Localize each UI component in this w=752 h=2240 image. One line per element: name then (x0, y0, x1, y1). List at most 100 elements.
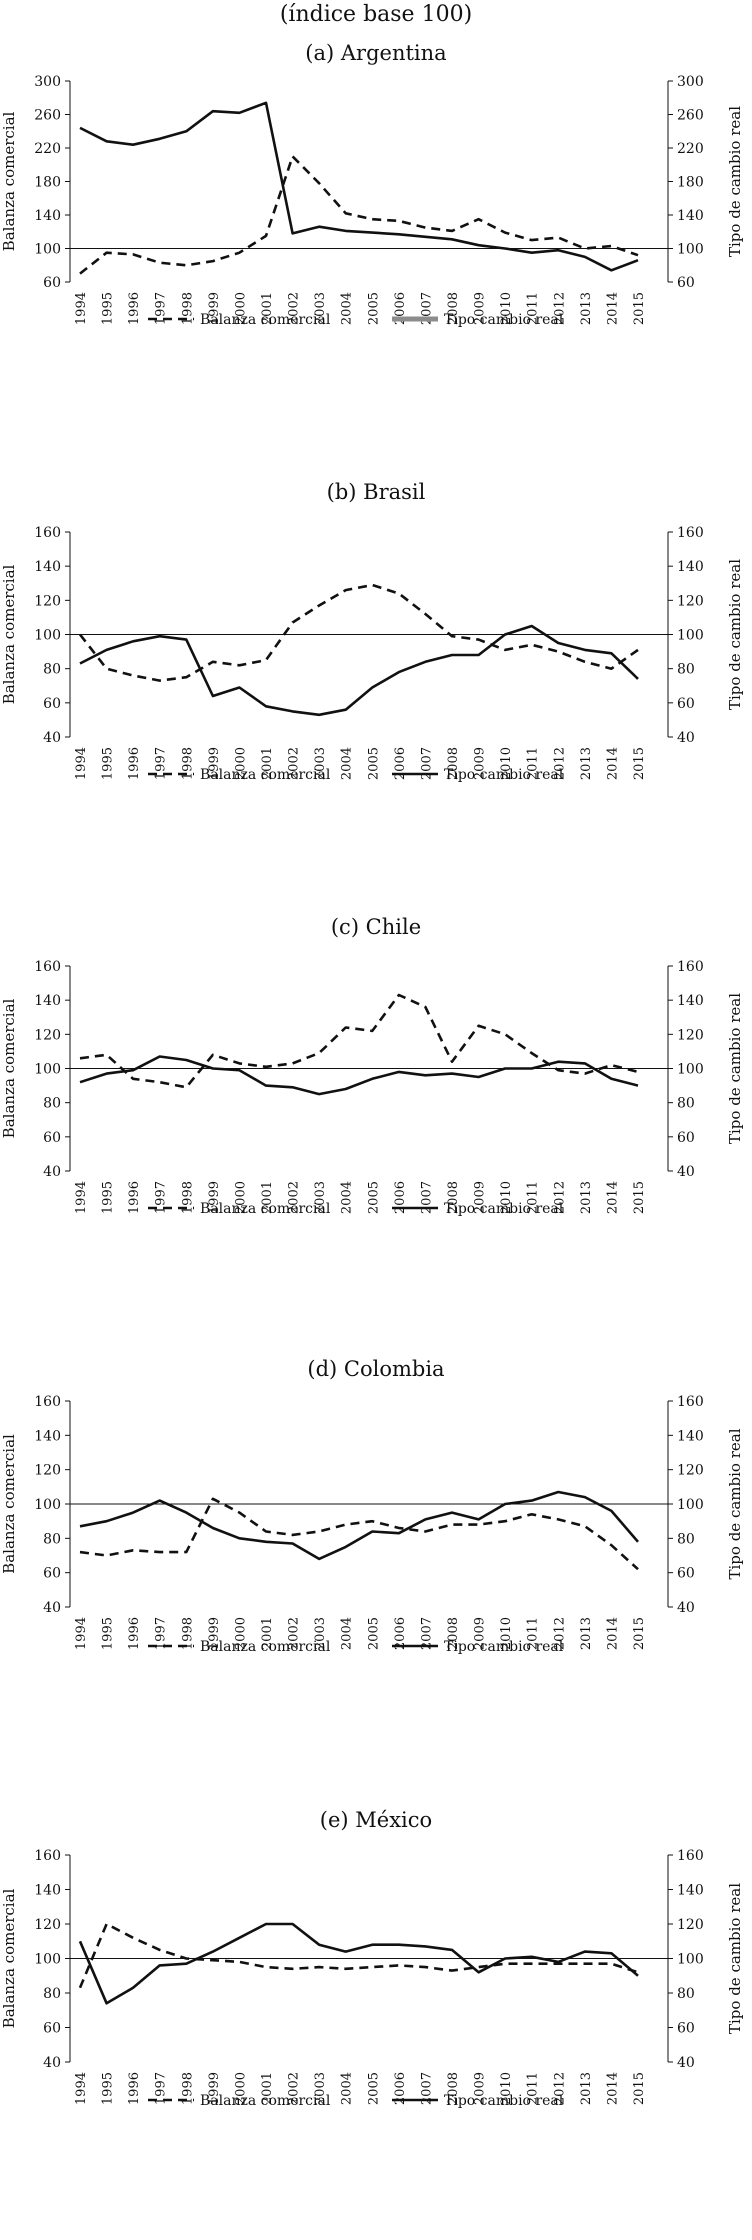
x-tick-label-2015: 2015 (632, 1181, 647, 1214)
y-tick-label-left: 140 (34, 559, 61, 575)
y-tick-label-right: 160 (677, 959, 704, 975)
x-tick-label-2006: 2006 (393, 747, 408, 780)
x-tick-label-1995: 1995 (101, 1617, 116, 1650)
y-tick-label-left: 40 (43, 1164, 61, 1180)
y-tick-label-left: 80 (43, 1531, 61, 1547)
y-tick-label-left: 60 (43, 275, 61, 291)
y-tick-label-right: 140 (677, 993, 704, 1009)
y-axis-label-left: Balanza comercial (0, 998, 18, 1138)
y-tick-label-left: 100 (34, 628, 61, 644)
x-tick-label-1994: 1994 (74, 292, 89, 325)
x-tick-label-2005: 2005 (366, 1181, 381, 1214)
x-tick-label-2006: 2006 (393, 1181, 408, 1214)
y-tick-label-right: 100 (677, 628, 704, 644)
x-tick-label-1999: 1999 (207, 1181, 222, 1214)
y-tick-label-right: 60 (677, 1566, 695, 1582)
x-tick-label-1996: 1996 (127, 747, 142, 780)
y-axis-label-right: Tipo de cambio real (726, 1428, 744, 1579)
y-tick-label-right: 60 (677, 1130, 695, 1146)
y-tick-label-right: 220 (677, 141, 704, 157)
y-axis-label-left: Balanza comercial (0, 1434, 18, 1574)
y-tick-label-right: 40 (677, 1164, 695, 1180)
x-tick-label-1999: 1999 (207, 292, 222, 325)
x-tick-label-2015: 2015 (632, 2072, 647, 2105)
y-tick-label-left: 80 (43, 662, 61, 678)
x-tick-label-2001: 2001 (260, 2072, 275, 2105)
chart-title-chile: (c) Chile (331, 915, 421, 939)
series-line-balanza-comercial (78, 1922, 639, 1989)
y-tick-label-left: 160 (34, 1394, 61, 1410)
x-tick-label-1998: 1998 (180, 747, 195, 780)
x-tick-label-2005: 2005 (366, 2072, 381, 2105)
y-tick-label-left: 40 (43, 730, 61, 746)
x-tick-label-2009: 2009 (473, 2072, 488, 2105)
legend-label-tipo-cambio-real: Tipo cambio real (444, 1201, 564, 1217)
chart-svg-mexico: (e) México 40 40 60 60 80 80 100 100 120 120 140 140… (0, 1808, 744, 2109)
x-tick-label-2007: 2007 (419, 747, 434, 780)
chart-svg-chile: (c) Chile 40 40 60 60 80 80 100 100 120 120 140 140 1… (0, 915, 744, 1217)
x-tick-label-1997: 1997 (154, 747, 169, 780)
x-tick-label-2009: 2009 (473, 1617, 488, 1650)
x-tick-label-1996: 1996 (127, 2072, 142, 2105)
x-tick-label-2002: 2002 (287, 1617, 302, 1650)
x-tick-label-2011: 2011 (526, 1617, 541, 1650)
y-tick-label-left: 140 (34, 993, 61, 1009)
y-tick-label-left: 180 (34, 175, 61, 191)
y-tick-label-left: 40 (43, 1600, 61, 1616)
x-tick-label-2011: 2011 (526, 1181, 541, 1214)
x-tick-label-2002: 2002 (287, 2072, 302, 2105)
x-tick-label-2012: 2012 (552, 2072, 567, 2105)
x-tick-label-2000: 2000 (233, 747, 248, 780)
x-tick-label-2013: 2013 (579, 1181, 594, 1214)
x-tick-label-1997: 1997 (154, 292, 169, 325)
y-tick-label-left: 100 (34, 1062, 61, 1078)
x-tick-label-2012: 2012 (552, 747, 567, 780)
x-tick-label-2002: 2002 (287, 292, 302, 325)
y-tick-label-right: 100 (677, 1497, 704, 1513)
x-tick-label-1997: 1997 (154, 1181, 169, 1214)
y-tick-label-right: 80 (677, 1986, 695, 2002)
x-tick-label-1994: 1994 (74, 747, 89, 780)
x-tick-label-2000: 2000 (233, 1181, 248, 1214)
x-tick-label-2004: 2004 (340, 1617, 355, 1650)
legend-label-balanza-comercial: Balanza comercial (200, 767, 331, 783)
series-line-tipo-cambio-real (79, 101, 639, 272)
y-tick-label-left: 60 (43, 2021, 61, 2037)
series-line-tipo-cambio-real (79, 1490, 639, 1561)
x-tick-label-1996: 1996 (127, 1617, 142, 1650)
legend-label-tipo-cambio-real: Tipo cambio real (444, 1639, 564, 1655)
x-tick-label-2008: 2008 (446, 1617, 461, 1650)
y-tick-label-right: 260 (677, 108, 704, 124)
legend-label-tipo-cambio-real: Tipo cambio real (444, 767, 564, 783)
series-line-tipo-cambio-real (79, 624, 639, 717)
x-tick-label-2003: 2003 (313, 747, 328, 780)
x-tick-label-2001: 2001 (260, 1181, 275, 1214)
y-tick-label-left: 100 (34, 1497, 61, 1513)
page-title: (índice base 100) (279, 2, 473, 27)
x-tick-label-2004: 2004 (340, 292, 355, 325)
x-tick-label-2004: 2004 (340, 1181, 355, 1214)
x-tick-label-2000: 2000 (233, 2072, 248, 2105)
series-line-tipo-cambio-real (79, 1055, 639, 1096)
y-tick-label-right: 120 (677, 1463, 704, 1479)
y-tick-label-left: 140 (34, 208, 61, 224)
x-tick-label-2000: 2000 (233, 1617, 248, 1650)
y-tick-label-right: 160 (677, 525, 704, 541)
y-tick-label-left: 80 (43, 1986, 61, 2002)
x-tick-label-2015: 2015 (632, 1617, 647, 1650)
x-tick-label-1995: 1995 (101, 747, 116, 780)
legend-label-balanza-comercial: Balanza comercial (200, 1201, 331, 1217)
x-tick-label-2010: 2010 (499, 292, 514, 325)
x-tick-label-2013: 2013 (579, 747, 594, 780)
x-tick-label-2001: 2001 (260, 292, 275, 325)
y-tick-label-left: 160 (34, 959, 61, 975)
y-tick-label-right: 100 (677, 1062, 704, 1078)
y-tick-label-right: 100 (677, 1952, 704, 1968)
y-axis-label-right: Tipo de cambio real (726, 1883, 744, 2034)
x-tick-label-2004: 2004 (340, 747, 355, 780)
x-tick-label-1999: 1999 (207, 1617, 222, 1650)
x-tick-label-2009: 2009 (473, 747, 488, 780)
y-tick-label-left: 260 (34, 108, 61, 124)
chart-panel-brasil: (b) Brasil 40 40 60 60 80 80 100 100 120 120 140 140… (0, 480, 752, 915)
x-tick-label-2005: 2005 (366, 1617, 381, 1650)
